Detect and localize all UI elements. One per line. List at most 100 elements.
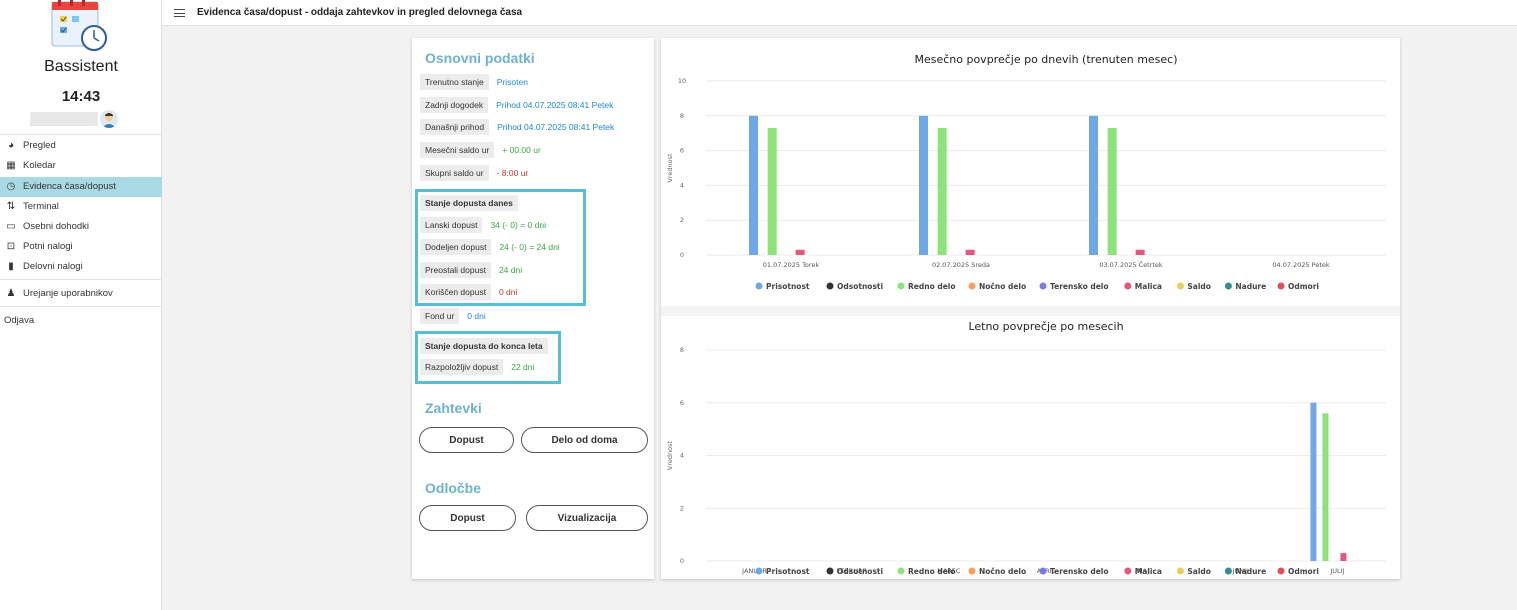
bar-redno-delo[interactable]: [1322, 413, 1329, 561]
info-value: 24 dni: [498, 265, 523, 275]
info-label: Razpoložljiv dopust: [420, 359, 504, 375]
x-tick-label: 01.07.2025 Torek: [763, 261, 820, 269]
app-logo-icon: [51, 0, 107, 51]
sidebar-item-label: Urejanje uporabnikov: [23, 288, 113, 299]
request-leave-button[interactable]: Dopust: [419, 427, 514, 453]
legend-item-nadure[interactable]: Nadure: [1235, 567, 1266, 576]
bar-malica[interactable]: [1135, 249, 1145, 255]
decision-leave-button[interactable]: Dopust: [419, 505, 516, 531]
legend-swatch: [1039, 567, 1047, 575]
sidebar-item-osebni-dohodki[interactable]: ▭ Osebni dohodki: [0, 217, 162, 237]
x-tick-label: JUNIJ: [1232, 567, 1248, 575]
bar-prisotnost[interactable]: [1310, 402, 1317, 561]
bar-redno-delo[interactable]: [767, 127, 777, 255]
info-row-total-balance: Skupni saldo ur - 8:00 ur: [420, 165, 528, 181]
sidebar-item-potni-nalogi[interactable]: ⊡ Potni nalogi: [0, 237, 162, 257]
leave-today-title: Stanje dopusta danes: [420, 195, 518, 211]
info-row-today-arrival: Današnji prihod Prihod 04.07.2025 08:41 …: [420, 119, 614, 135]
app-name: Bassistent: [44, 58, 118, 75]
info-label: Preostali dopust: [420, 262, 491, 278]
work-from-home-button[interactable]: Delo od doma: [521, 427, 648, 453]
sidebar-item-koledar[interactable]: ▦ Koledar: [0, 156, 162, 176]
y-tick-label: 8: [680, 346, 684, 354]
legend-item-malica[interactable]: Malica: [1135, 282, 1162, 291]
avatar[interactable]: [100, 110, 118, 128]
bar-prisotnost[interactable]: [749, 115, 758, 255]
info-row-fund: Fond ur 0 dni: [420, 308, 486, 324]
clock-icon: ◷: [6, 181, 16, 192]
info-label: Dodeljen dopust: [420, 239, 492, 255]
x-tick-label: 04.07.2025 Petek: [1272, 261, 1330, 269]
sidebar-item-pregled[interactable]: ◕ Pregled: [0, 136, 162, 156]
legend-item-odsotnosti[interactable]: Odsotnosti: [837, 282, 883, 291]
legend-item-terensko-delo[interactable]: Terensko delo: [1050, 282, 1109, 291]
legend-item-odmori[interactable]: Odmori: [1288, 282, 1319, 291]
info-value: 24 (- 0) = 24 dni: [499, 242, 560, 252]
info-value: + 00:00 ur: [502, 145, 541, 155]
y-tick-label: 0: [680, 251, 684, 259]
bar-malica[interactable]: [795, 249, 805, 255]
y-axis-label: Vrednost: [666, 153, 674, 183]
sidebar-item-evidenca[interactable]: ◷ Evidenca časa/dopust: [0, 177, 162, 197]
sidebar-item-odjava[interactable]: Odjava: [0, 311, 162, 331]
legend-swatch: [755, 282, 763, 290]
y-tick-label: 10: [678, 77, 686, 85]
bar-malica[interactable]: [965, 249, 975, 255]
legend-item-saldo[interactable]: Saldo: [1187, 567, 1211, 576]
document-icon: ▮: [8, 261, 14, 272]
charts-panel: Mesečno povprečje po dnevih (trenuten me…: [661, 38, 1400, 579]
calendar-icon: ▦: [6, 160, 16, 171]
info-value: 34 (- 0) = 0 dni: [490, 220, 546, 230]
legend-item-redno-delo[interactable]: Redno delo: [908, 282, 956, 291]
legend-item-prisotnost[interactable]: Prisotnost: [766, 282, 810, 291]
info-row-current-state: Trenutno stanje Prisoten: [420, 74, 528, 90]
leave-today-header: Stanje dopusta danes: [420, 195, 518, 211]
legend-swatch: [1039, 282, 1047, 290]
legend-item-nocno-delo[interactable]: Nočno delo: [979, 567, 1026, 576]
sidebar: Bassistent 14:43 ◕ Pregled ▦ Koledar ◷ E…: [0, 0, 162, 610]
logout-label: Odjava: [4, 315, 35, 326]
sidebar-item-delovni-nalogi[interactable]: ▮ Delovni nalogi: [0, 257, 162, 277]
legend-item-odsotnosti[interactable]: Odsotnosti: [837, 567, 883, 576]
chart-title: Mesečno povprečje po dnevih (trenuten me…: [914, 53, 1177, 66]
legend-swatch: [1224, 282, 1232, 290]
leave-row-assigned: Dodeljen dopust 24 (- 0) = 24 dni: [420, 239, 560, 255]
legend-item-malica[interactable]: Malica: [1135, 567, 1162, 576]
decisions-title: Odločbe: [425, 480, 482, 496]
y-tick-label: 2: [680, 504, 684, 512]
sidebar-item-terminal[interactable]: ⇅ Terminal: [0, 197, 162, 217]
menu-icon[interactable]: [174, 8, 185, 17]
visualization-button[interactable]: Vizualizacija: [526, 505, 648, 531]
bar-redno-delo[interactable]: [937, 127, 947, 255]
info-value: Prihod 04.07.2025 08:41 Petek: [497, 122, 615, 132]
legend-item-terensko-delo[interactable]: Terensko delo: [1050, 567, 1109, 576]
bar-prisotnost[interactable]: [1089, 115, 1098, 255]
info-label: Zadnji dogodek: [420, 97, 489, 113]
legend-swatch: [1176, 567, 1184, 575]
x-tick-label: MAREC: [937, 567, 961, 575]
bar-prisotnost[interactable]: [919, 115, 928, 255]
legend-item-nocno-delo[interactable]: Nočno delo: [979, 282, 1026, 291]
sidebar-item-label: Terminal: [23, 201, 59, 212]
legend-swatch: [1124, 282, 1132, 290]
legend-item-nadure[interactable]: Nadure: [1235, 282, 1266, 291]
sidebar-divider: [0, 306, 162, 307]
legend-item-odmori[interactable]: Odmori: [1288, 567, 1319, 576]
leave-row-used: Koriščen dopust 0 dni: [420, 284, 517, 300]
bar-redno-delo[interactable]: [1107, 127, 1117, 255]
leave-row-last-year: Lanski dopust 34 (- 0) = 0 dni: [420, 217, 546, 233]
info-value: 0 dni: [467, 311, 486, 321]
legend-swatch: [826, 282, 834, 290]
legend-item-prisotnost[interactable]: Prisotnost: [766, 567, 810, 576]
info-value: - 8:00 ur: [496, 168, 529, 178]
monthly-average-chart: Mesečno povprečje po dnevih (trenuten me…: [666, 53, 1386, 291]
sidebar-item-urejanje-uporabnikov[interactable]: ♟ Urejanje uporabnikov: [0, 284, 162, 304]
legend-item-saldo[interactable]: Saldo: [1187, 282, 1211, 291]
legend-item-redno-delo[interactable]: Redno delo: [908, 567, 956, 576]
requests-title: Zahtevki: [425, 400, 482, 416]
basic-data-title: Osnovni podatki: [425, 50, 535, 66]
bar-malica[interactable]: [1340, 553, 1347, 561]
info-label: Fond ur: [420, 308, 460, 324]
legend-swatch: [968, 282, 976, 290]
car-icon: ⊡: [6, 241, 16, 252]
